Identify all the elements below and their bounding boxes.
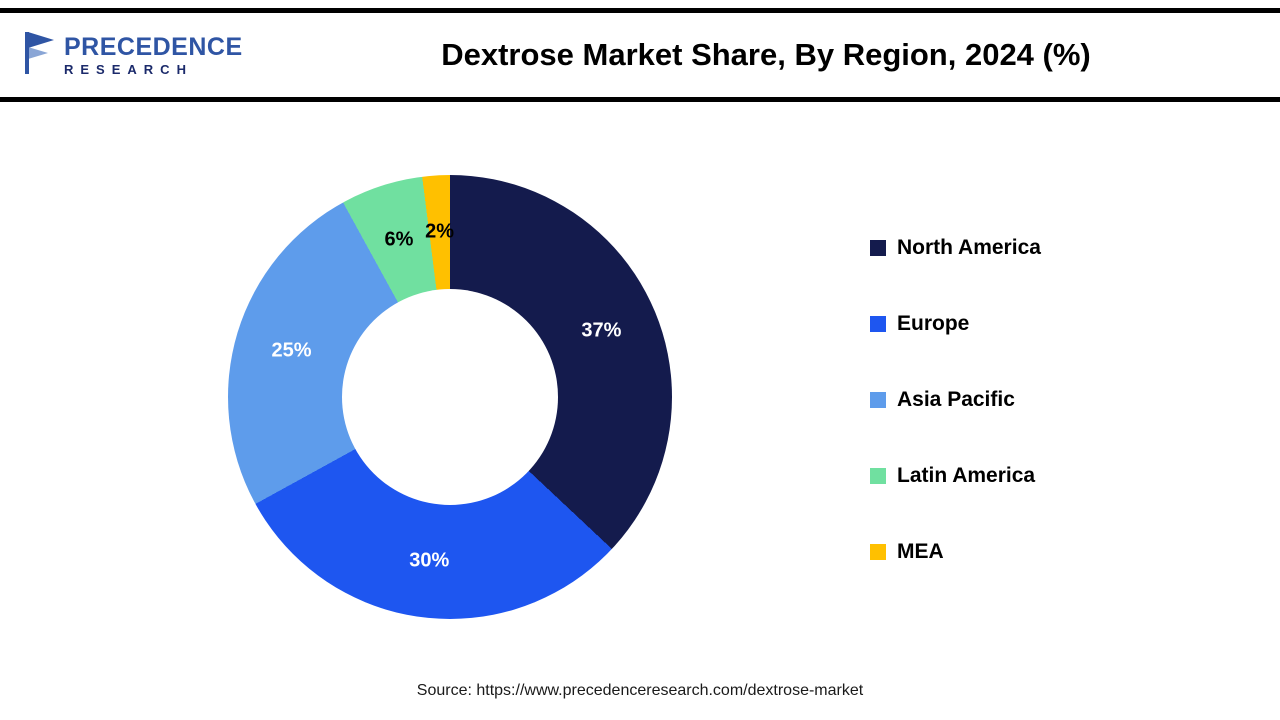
legend-item: Latin America [870,464,1041,487]
legend-label: Europe [897,312,970,335]
donut-hole [342,289,558,505]
source-text: Source: https://www.precedenceresearch.c… [416,682,864,699]
legend-swatch [870,468,886,484]
legend-item: Europe [870,312,1041,335]
slice-label: 37% [581,319,622,342]
legend-swatch [870,316,886,332]
logo-line2: RESEARCH [64,61,193,77]
legend-label: Latin America [897,464,1036,487]
legend-item: Asia Pacific [870,388,1041,411]
chart-title: Dextrose Market Share, By Region, 2024 (… [441,37,1091,72]
slice-label: 25% [271,339,312,362]
legend-label: Asia Pacific [897,388,1015,411]
slice-label: 6% [384,228,414,251]
legend-item: MEA [870,540,1041,563]
legend-swatch [870,392,886,408]
legend-swatch [870,544,886,560]
logo-line1: PRECEDENCE [64,32,243,61]
logo-text: PRECEDENCE RESEARCH [64,32,243,77]
donut-chart: 37% 30% 25% 6% 2% [228,175,672,619]
legend-item: North America [870,236,1041,259]
legend-swatch [870,240,886,256]
legend-label: MEA [897,540,944,563]
header: PRECEDENCE RESEARCH Dextrose Market Shar… [0,8,1280,102]
legend-label: North America [897,236,1041,259]
precedence-flag-icon [22,30,56,81]
logo: PRECEDENCE RESEARCH [0,30,252,81]
slice-label: 30% [409,549,450,572]
slice-label: 2% [425,220,455,243]
legend: North America Europe Asia Pacific Latin Ame… [870,236,1041,617]
